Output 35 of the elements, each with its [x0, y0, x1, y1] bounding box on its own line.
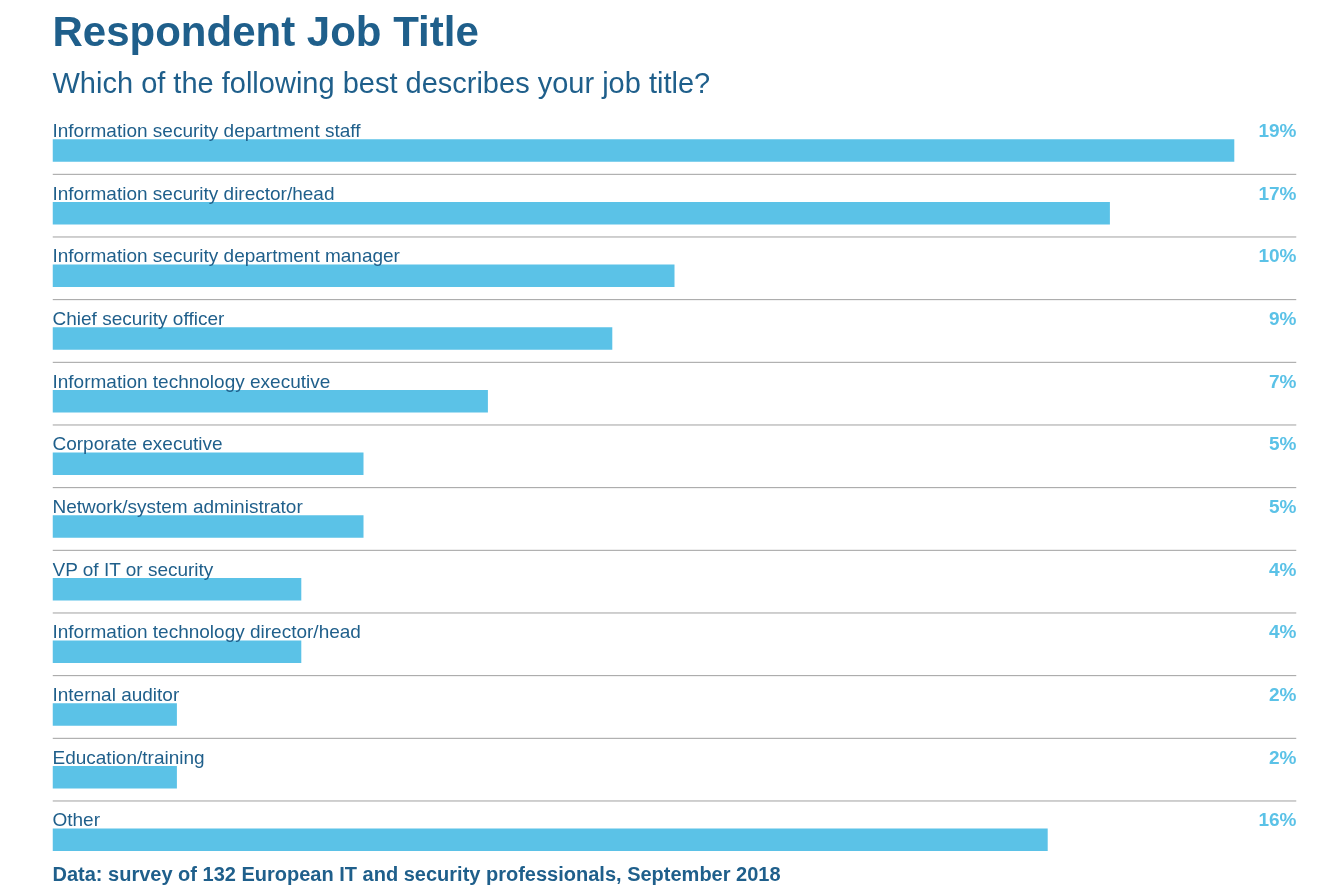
y-tick-label: Chief security officer [52, 307, 225, 329]
data-label: 4% [1269, 621, 1297, 643]
bar [52, 452, 364, 476]
data-label: 9% [1269, 307, 1297, 329]
chart-title: Respondent Job Title [52, 7, 479, 55]
data-label: 5% [1269, 433, 1297, 455]
data-label: 19% [1258, 119, 1297, 141]
data-label: 2% [1269, 746, 1297, 768]
bar [52, 515, 364, 538]
bar [52, 703, 177, 726]
text: Data: survey of 132 European IT and security professionals, September 2018 [52, 862, 781, 885]
data-label: 10% [1258, 245, 1297, 267]
y-tick-label: Corporate executive [52, 433, 223, 455]
y-tick-label: Internal auditor [52, 683, 180, 705]
bar [52, 139, 1235, 162]
y-tick-label: Information technology executive [52, 370, 331, 392]
data-label: 7% [1269, 370, 1297, 392]
data-label: 5% [1269, 495, 1297, 517]
y-tick-label: Information security department manager [52, 245, 401, 267]
y-tick-label: VP of IT or security [52, 558, 214, 580]
data-label: 2% [1269, 683, 1297, 705]
data-label: 17% [1258, 182, 1297, 204]
y-tick-label: Information technology director/head [52, 621, 361, 643]
bar [52, 264, 675, 288]
y-tick-label: Information security director/head [52, 182, 335, 204]
y-tick-label: Network/system administrator [52, 495, 304, 517]
y-tick-label: Education/training [52, 746, 205, 768]
data-label: 4% [1269, 558, 1297, 580]
bar [52, 327, 613, 350]
chart-subtitle: Which of the following best describes your job title? [52, 66, 711, 99]
bar [52, 640, 302, 664]
y-tick-label: Information security department staff [52, 119, 362, 141]
y-tick-label: Other [52, 809, 101, 831]
bar [52, 828, 1048, 852]
data-label: 16% [1258, 809, 1297, 831]
